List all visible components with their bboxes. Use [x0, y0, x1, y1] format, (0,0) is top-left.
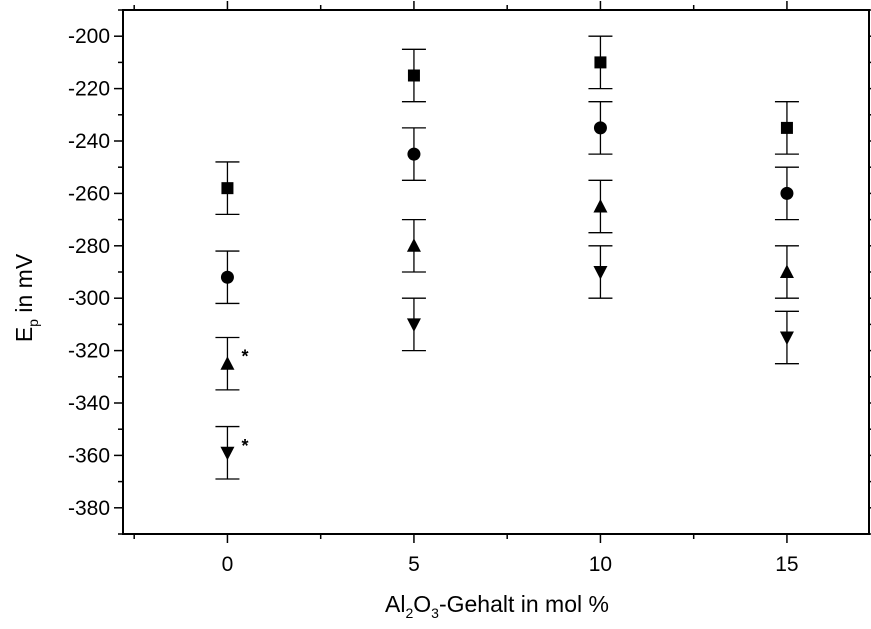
- circle-marker: [407, 147, 421, 161]
- x-tick-label: 5: [408, 553, 420, 576]
- triangle-down-marker: [406, 318, 421, 332]
- plot-border: [122, 9, 870, 535]
- y-tick-label: -360: [68, 444, 110, 467]
- square-marker: [780, 121, 793, 134]
- asterisk-note: *: [241, 436, 248, 456]
- x-axis-ticks: 0 5 10 15: [133, 1, 799, 576]
- x-tick-label: 10: [589, 553, 612, 576]
- y-tick-label: -340: [68, 392, 110, 415]
- square-marker: [221, 182, 234, 195]
- error-bars: [215, 35, 799, 480]
- triangle-up-marker: [593, 199, 608, 213]
- triangle-up-marker: [220, 356, 235, 370]
- square-marker: [407, 69, 420, 82]
- square-marker: [594, 56, 607, 69]
- triangle-down-marker: [220, 446, 235, 461]
- y-axis-ticks: -380 -360 -340 -320 -300 -280 -260 -240 -220 -200: [68, 9, 871, 535]
- triangle-down-marker: [779, 331, 794, 345]
- y-tick-label: -300: [68, 287, 110, 310]
- y-tick-label: -240: [68, 130, 110, 153]
- triangle-down-marker: [593, 266, 608, 280]
- y-tick-label: -200: [68, 25, 110, 48]
- asterisk-note: *: [241, 347, 248, 367]
- y-tick-label: -260: [68, 182, 110, 205]
- x-tick-label: 0: [222, 553, 234, 576]
- circle-marker: [780, 186, 794, 200]
- y-axis-title: Ep in mV: [11, 253, 41, 342]
- y-tick-label: -220: [68, 78, 110, 101]
- triangle-up-marker: [779, 264, 794, 278]
- point-annotations: **: [241, 347, 248, 456]
- y-tick-label: -320: [68, 340, 110, 363]
- circle-marker: [220, 270, 234, 284]
- x-axis-title: Al2O3-Gehalt in mol %: [385, 591, 609, 621]
- y-tick-label: -280: [68, 235, 110, 258]
- circle-marker: [593, 121, 607, 135]
- data-markers: [220, 56, 794, 461]
- y-tick-label: -380: [68, 497, 110, 520]
- triangle-up-marker: [406, 238, 421, 252]
- plot-frame: [122, 9, 870, 535]
- x-tick-label: 15: [775, 553, 798, 576]
